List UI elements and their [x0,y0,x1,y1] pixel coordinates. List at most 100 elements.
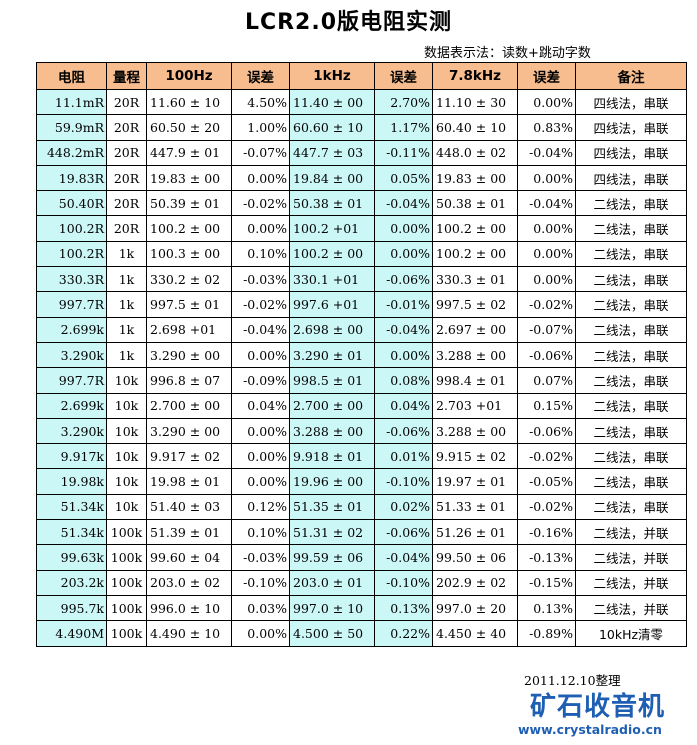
cell-error-7-8khz: 0.00% [517,215,576,242]
cell-resistor: 2.699k [36,316,107,343]
table-row: 50.40R 20R 50.39 ± 01 -0.02% 50.38 ± 01 -0.04… [36,190,687,217]
cell-range: 1k [106,291,147,318]
table-row: 100.2R 20R 100.2 ± 00 0.00% 100.2 +01 0.00% 10… [36,215,687,242]
cell-1khz: 2.698 ± 00 [289,316,375,343]
cell-resistor: 51.34k [36,493,107,521]
cell-error-1khz: -0.10% [374,569,433,596]
cell-error-7-8khz: -0.02% [517,291,576,318]
cell-1khz: 60.60 ± 10 [289,114,375,141]
cell-7-8khz: 998.4 ± 01 [432,367,518,394]
cell-remark: 二线法，并联 [575,594,687,622]
cell-error-1khz: -0.06% [374,266,433,293]
cell-100hz: 99.60 ± 04 [146,544,232,571]
cell-7-8khz: 3.288 ± 00 [432,417,518,445]
cell-error-1khz: 0.05% [374,164,433,192]
cell-1khz: 19.96 ± 00 [289,468,375,495]
table-row: 330.3R 1k 330.2 ± 02 -0.03% 330.1 +01 -0.06% 3… [36,266,687,293]
cell-range: 100k [106,569,147,596]
table-row: 4.490M 100k 4.490 ± 10 0.00% 4.500 ± 50 0.22%… [36,620,687,647]
cell-error-7-8khz: -0.89% [517,620,576,647]
cell-error-1khz: 0.04% [374,392,433,419]
cell-error-100hz: 0.10% [231,519,290,546]
cell-7-8khz: 2.697 ± 00 [432,316,518,343]
header-range: 量程 [106,62,147,90]
cell-100hz: 100.2 ± 00 [146,215,232,242]
cell-100hz: 447.9 ± 01 [146,139,232,166]
cell-remark: 四线法，串联 [575,114,687,141]
cell-range: 1k [106,341,147,369]
cell-1khz: 51.35 ± 01 [289,493,375,521]
table-row: 51.34k 10k 51.40 ± 03 0.12% 51.35 ± 01 0.02% 5… [36,493,687,521]
cell-1khz: 330.1 +01 [289,266,375,293]
cell-error-1khz: 0.13% [374,594,433,622]
table-row: 3.290k 10k 3.290 ± 00 0.00% 3.288 ± 00 -0.06%… [36,417,687,445]
cell-1khz: 2.700 ± 00 [289,392,375,419]
cell-range: 10k [106,443,147,470]
cell-remark: 二线法，串联 [575,291,687,318]
table-row: 59.9mR 20R 60.50 ± 20 1.00% 60.60 ± 10 1.17% 6… [36,114,687,141]
cell-1khz: 998.5 ± 01 [289,367,375,394]
cell-remark: 二线法，串联 [575,493,687,521]
cell-resistor: 9.917k [36,443,107,470]
cell-remark: 10kHz清零 [575,620,687,647]
cell-100hz: 997.5 ± 01 [146,291,232,318]
cell-remark: 二线法，串联 [575,367,687,394]
cell-error-1khz: 0.00% [374,215,433,242]
table-row: 51.34k 100k 51.39 ± 01 0.10% 51.31 ± 02 -0.06… [36,519,687,546]
cell-error-7-8khz: -0.15% [517,569,576,596]
cell-error-100hz: -0.02% [231,291,290,318]
table-row: 2.699k 1k 2.698 +01 -0.04% 2.698 ± 00 -0.04% 2… [36,316,687,343]
cell-range: 1k [106,266,147,293]
site-logo: 矿石收音机 [530,692,666,722]
cell-100hz: 100.3 ± 00 [146,240,232,268]
cell-range: 20R [106,139,147,166]
cell-error-7-8khz: 0.15% [517,392,576,419]
table-row: 3.290k 1k 3.290 ± 00 0.00% 3.290 ± 01 0.00% 3.… [36,341,687,369]
cell-resistor: 50.40R [36,190,107,217]
cell-error-7-8khz: -0.13% [517,544,576,571]
cell-7-8khz: 997.5 ± 02 [432,291,518,318]
header-1khz: 1kHz [289,62,375,90]
cell-resistor: 51.34k [36,519,107,546]
cell-remark: 二线法，串联 [575,392,687,419]
cell-range: 10k [106,392,147,419]
cell-range: 100k [106,594,147,622]
cell-1khz: 997.6 +01 [289,291,375,318]
cell-range: 10k [106,417,147,445]
cell-error-7-8khz: -0.16% [517,519,576,546]
cell-100hz: 3.290 ± 00 [146,341,232,369]
cell-1khz: 11.40 ± 00 [289,88,375,116]
cell-error-100hz: 0.00% [231,341,290,369]
cell-7-8khz: 19.97 ± 01 [432,468,518,495]
table-row: 203.2k 100k 203.0 ± 02 -0.10% 203.0 ± 01 -0.1… [36,569,687,596]
cell-range: 20R [106,88,147,116]
header-remark: 备注 [575,62,687,90]
cell-error-100hz: 0.10% [231,240,290,268]
table-header-row: 电阻 量程 100Hz 误差 1kHz 误差 7.8kHz 误差 备注 [36,62,687,90]
cell-error-100hz: 0.03% [231,594,290,622]
cell-100hz: 60.50 ± 20 [146,114,232,141]
cell-100hz: 996.0 ± 10 [146,594,232,622]
header-7-8khz: 7.8kHz [432,62,518,90]
table-row: 99.63k 100k 99.60 ± 04 -0.03% 99.59 ± 06 -0.0… [36,544,687,571]
cell-error-100hz: 0.00% [231,620,290,647]
cell-error-7-8khz: -0.04% [517,139,576,166]
cell-error-100hz: 0.00% [231,164,290,192]
cell-remark: 二线法，串联 [575,266,687,293]
cell-error-100hz: 0.12% [231,493,290,521]
table-row: 100.2R 1k 100.3 ± 00 0.10% 100.2 ± 00 0.00% 10… [36,240,687,268]
cell-7-8khz: 997.0 ± 20 [432,594,518,622]
cell-error-100hz: -0.03% [231,266,290,293]
cell-1khz: 3.288 ± 00 [289,417,375,445]
cell-error-1khz: 1.17% [374,114,433,141]
cell-error-100hz: 0.00% [231,468,290,495]
header-error-7-8khz: 误差 [517,62,576,90]
cell-error-100hz: -0.03% [231,544,290,571]
cell-error-100hz: -0.09% [231,367,290,394]
cell-remark: 二线法，并联 [575,569,687,596]
cell-error-1khz: 0.00% [374,341,433,369]
cell-7-8khz: 3.288 ± 00 [432,341,518,369]
cell-error-1khz: 0.02% [374,493,433,521]
cell-remark: 四线法，串联 [575,139,687,166]
cell-error-1khz: -0.04% [374,316,433,343]
